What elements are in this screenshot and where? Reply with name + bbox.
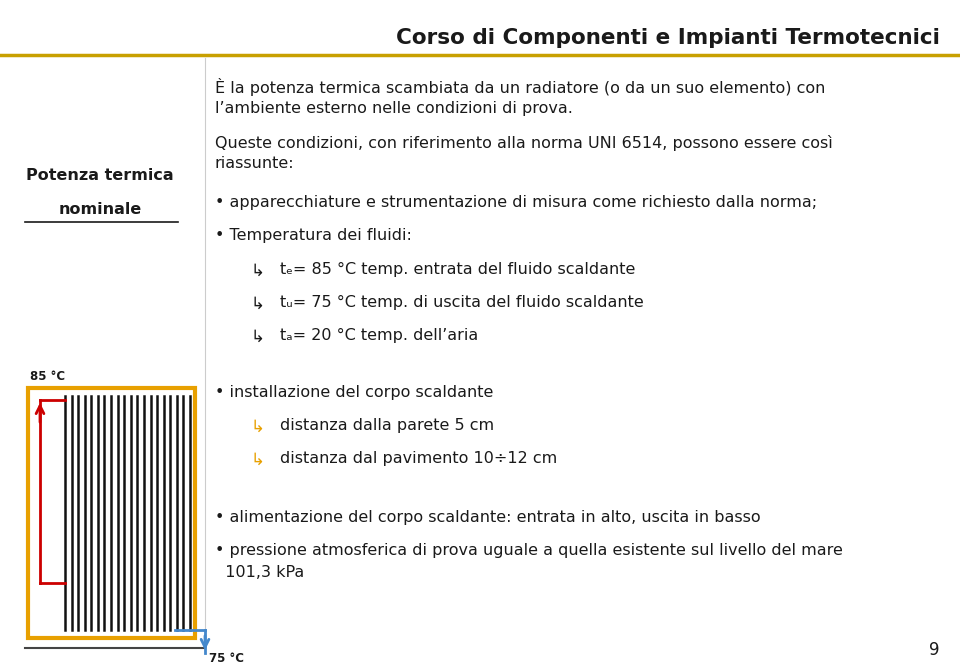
Text: Corso di Componenti e Impianti Termotecnici: Corso di Componenti e Impianti Termotecn… [396,28,940,48]
Text: È la potenza termica scambiata da un radiatore (o da un suo elemento) con
l’ambi: È la potenza termica scambiata da un rad… [215,78,826,116]
Text: distanza dal pavimento 10÷12 cm: distanza dal pavimento 10÷12 cm [280,451,557,466]
Text: ↳: ↳ [250,262,264,280]
Text: ↳: ↳ [250,451,264,469]
Text: • apparecchiature e strumentazione di misura come richiesto dalla norma;: • apparecchiature e strumentazione di mi… [215,195,817,210]
Text: ↳: ↳ [250,295,264,313]
Text: • Temperatura dei fluidi:: • Temperatura dei fluidi: [215,228,412,243]
Text: Potenza termica: Potenza termica [26,167,174,183]
Text: 85 °C: 85 °C [30,370,65,383]
Text: 9: 9 [929,641,940,659]
Text: • pressione atmosferica di prova uguale a quella esistente sul livello del mare: • pressione atmosferica di prova uguale … [215,543,843,558]
Text: • alimentazione del corpo scaldante: entrata in alto, uscita in basso: • alimentazione del corpo scaldante: ent… [215,510,760,525]
Text: • installazione del corpo scaldante: • installazione del corpo scaldante [215,385,493,400]
Bar [28,388,195,638]
Text: tₐ= 20 °C temp. dell’aria: tₐ= 20 °C temp. dell’aria [280,328,478,343]
Text: 101,3 kPa: 101,3 kPa [215,565,304,580]
Text: nominale: nominale [59,203,142,217]
Text: distanza dalla parete 5 cm: distanza dalla parete 5 cm [280,418,494,433]
Text: ↳: ↳ [250,418,264,436]
Text: ↳: ↳ [250,328,264,346]
Text: 75 °C: 75 °C [209,652,244,664]
Text: tₑ= 85 °C temp. entrata del fluido scaldante: tₑ= 85 °C temp. entrata del fluido scald… [280,262,636,277]
Text: Queste condizioni, con riferimento alla norma UNI 6514, possono essere così
rias: Queste condizioni, con riferimento alla … [215,135,832,171]
Text: tᵤ= 75 °C temp. di uscita del fluido scaldante: tᵤ= 75 °C temp. di uscita del fluido sca… [280,295,644,310]
